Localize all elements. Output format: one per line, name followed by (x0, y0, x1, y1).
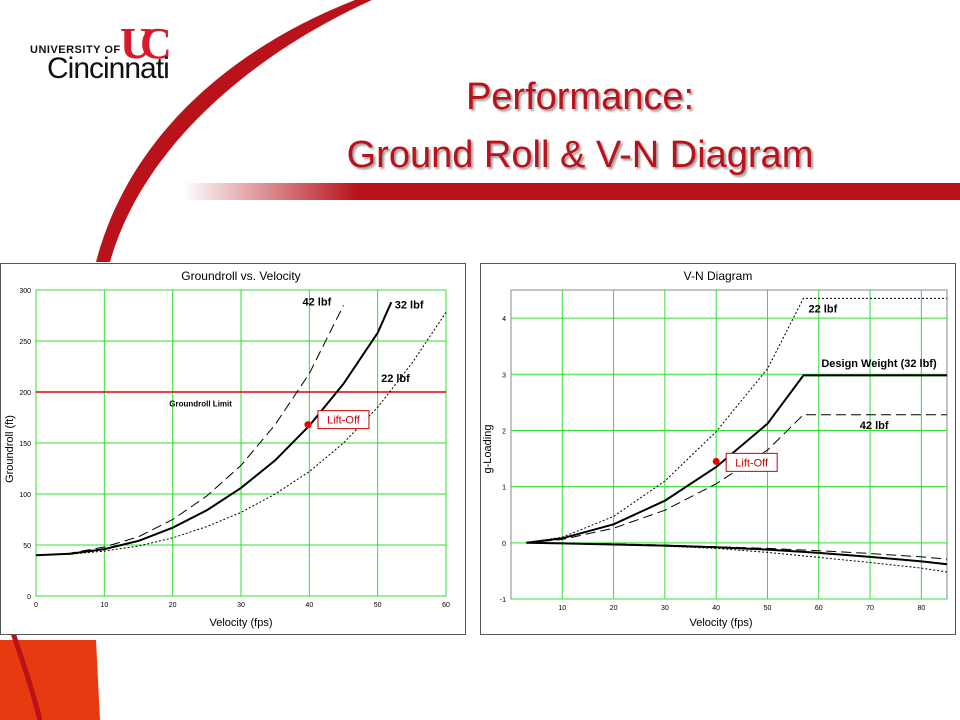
y-tick-label: 150 (19, 441, 31, 448)
plot-area (510, 289, 948, 600)
series-line-1 (526, 374, 947, 544)
liftoff-point (712, 457, 720, 465)
groundroll-chart-panel: Groundroll vs. Velocity Velocity (fps) G… (0, 263, 466, 635)
series-label: 22 lbf (809, 303, 838, 315)
series-label: 42 lbf (860, 420, 889, 432)
y-tick-label: 0 (27, 594, 31, 601)
y-tick-label: 4 (502, 316, 506, 323)
x-tick-label: 50 (764, 605, 772, 612)
y-tick-label: 1 (502, 485, 506, 492)
liftoff-label: Lift-Off (327, 415, 361, 427)
vn-diagram-chart: V-N Diagram Velocity (fps) g-Loading 10 2… (482, 269, 948, 629)
slide-title-line1: Performance: (465, 76, 695, 118)
x-tick-label: 40 (712, 605, 720, 612)
svg-text:U: U (120, 19, 152, 64)
x-tick-label: 0 (34, 602, 38, 609)
y-tick-label: 0 (502, 541, 506, 548)
x-axis-label: Velocity (fps) (690, 617, 753, 629)
x-tick-label: 40 (305, 602, 313, 609)
series-label: 22 lbf (381, 373, 410, 385)
x-tick-label: 10 (100, 602, 108, 609)
chart-title: V-N Diagram (684, 269, 753, 283)
groundroll-chart: Groundroll vs. Velocity Velocity (fps) G… (4, 269, 450, 629)
x-tick-label: 70 (866, 605, 874, 612)
uc-logo-icon: U C (120, 19, 172, 64)
x-tick-label: 50 (374, 602, 382, 609)
slide-title-line2: Ground Roll & V-N Diagram (346, 134, 814, 176)
x-tick-label: 20 (169, 602, 177, 609)
y-tick-label: 250 (19, 339, 31, 346)
y-tick-label: -1 (500, 597, 506, 604)
liftoff-label: Lift-Off (735, 457, 769, 469)
series-label: Design Weight (32 lbf) (821, 358, 937, 370)
vn-diagram-panel: V-N Diagram Velocity (fps) g-Loading 10 2… (480, 263, 956, 635)
svg-text:C: C (140, 19, 172, 64)
y-tick-label: 50 (23, 543, 31, 550)
x-tick-label: 80 (917, 605, 925, 612)
x-tick-label: 30 (237, 602, 245, 609)
y-tick-label: 100 (19, 492, 31, 499)
y-tick-label: 3 (502, 372, 506, 379)
liftoff-point (304, 421, 312, 429)
series-line-2 (526, 414, 947, 544)
series-line-2 (35, 312, 447, 556)
y-axis-label: Groundroll (ft) (4, 415, 16, 483)
liftoff-label-box (317, 410, 370, 430)
x-tick-label: 10 (558, 605, 566, 612)
x-tick-label: 20 (610, 605, 618, 612)
x-axis-label: Velocity (fps) (210, 617, 273, 629)
x-tick-label: 60 (442, 602, 450, 609)
logo-university-text: UNIVERSITY OF (30, 44, 121, 56)
x-tick-label: 30 (661, 605, 669, 612)
logo-cincinnati-text: Cincinnati (47, 52, 170, 85)
y-axis-label: g-Loading (482, 425, 494, 474)
series-line-5 (526, 542, 948, 573)
x-tick-label: 60 (815, 605, 823, 612)
series-label: 42 lbf (303, 296, 332, 308)
y-tick-label: 200 (19, 390, 31, 397)
chart-title: Groundroll vs. Velocity (181, 269, 300, 283)
liftoff-label-box (725, 452, 778, 472)
y-tick-label: 2 (502, 428, 506, 435)
series-line-0 (35, 305, 344, 556)
groundroll-limit-label: Groundroll Limit (169, 399, 232, 408)
series-label: 32 lbf (395, 299, 424, 311)
y-tick-label: 300 (19, 288, 31, 295)
series-line-0 (526, 297, 947, 544)
series-line-1 (35, 301, 393, 557)
